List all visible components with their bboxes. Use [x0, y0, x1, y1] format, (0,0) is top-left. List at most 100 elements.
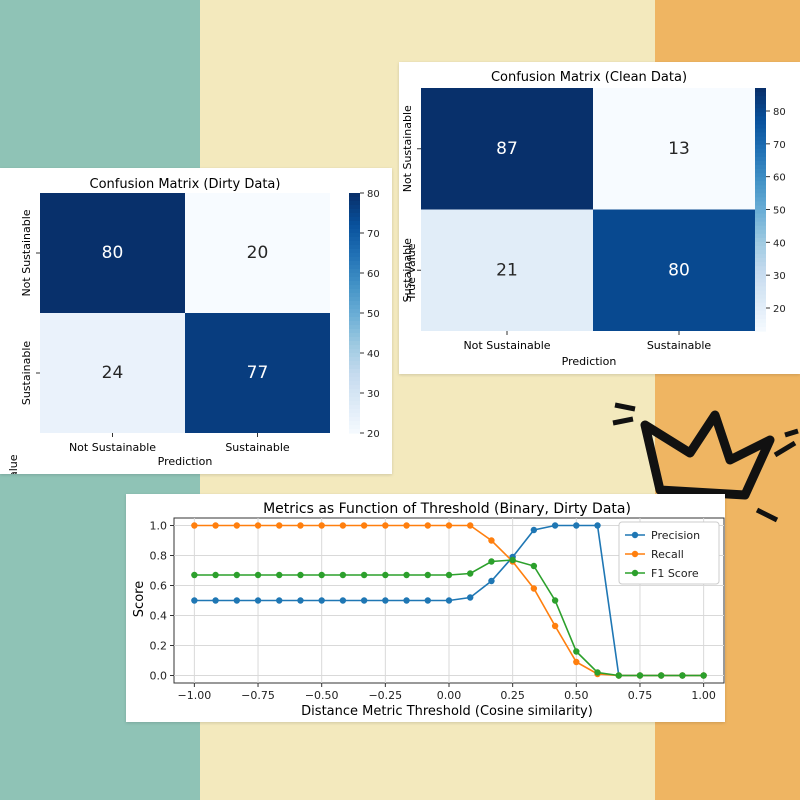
colorbar-segment — [755, 245, 766, 251]
colorbar-segment — [755, 229, 766, 235]
y-tick-label: 0.0 — [150, 670, 168, 683]
colorbar-segment — [755, 92, 766, 97]
data-point — [339, 597, 347, 604]
chart-title: Confusion Matrix (Clean Data) — [491, 70, 687, 85]
colorbar-segment — [349, 409, 360, 414]
data-point — [276, 522, 283, 529]
colorbar-segment — [755, 306, 766, 312]
colorbar-segment — [349, 397, 360, 402]
data-point — [276, 571, 283, 579]
colorbar-segment — [755, 173, 766, 178]
data-point — [594, 522, 601, 529]
cell-1-1 — [185, 313, 330, 433]
colorbar-segment — [755, 254, 766, 259]
data-point — [360, 571, 368, 579]
colorbar-segment — [755, 326, 766, 332]
colorbar-segment — [349, 245, 360, 250]
data-point — [530, 562, 538, 570]
colorbar-segment — [349, 369, 360, 374]
y-axis-label: True Value — [405, 243, 418, 301]
data-point — [573, 658, 580, 666]
x-tick-label: 0.00 — [437, 689, 462, 702]
colorbar-segment — [755, 148, 766, 154]
x-tick-label-1: Sustainable — [225, 441, 290, 454]
colorbar-segment — [349, 345, 360, 350]
colorbar-segment — [755, 322, 766, 328]
colorbar-segment — [755, 213, 766, 219]
colorbar-segment — [755, 250, 766, 255]
confusion-matrix-clean-chart: Confusion Matrix (Clean Data) Prediction… — [401, 70, 786, 368]
colorbar-tick-label: 80 — [773, 107, 786, 118]
x-tick-label: −0.50 — [305, 689, 339, 702]
legend: Precision Recall F1 Score — [618, 521, 720, 585]
colorbar-segment — [349, 389, 360, 394]
y-tick-label: 0.2 — [150, 640, 168, 653]
data-point — [212, 571, 219, 579]
cell-0-1 — [185, 193, 330, 313]
colorbar-segment — [755, 282, 766, 288]
colorbar-tick-label: 30 — [367, 389, 380, 400]
colorbar-segment — [349, 261, 360, 266]
data-point — [424, 571, 431, 579]
colorbar-segment — [755, 241, 766, 247]
legend-swatch-marker — [631, 550, 639, 558]
colorbar-segment — [349, 281, 360, 286]
colorbar-segment — [349, 297, 360, 302]
colorbar-tick-label: 70 — [773, 140, 786, 151]
data-point — [445, 522, 453, 529]
legend-label: Recall — [651, 548, 684, 561]
data-point — [318, 522, 325, 529]
y-tick-label: 0.6 — [150, 580, 168, 593]
cell-0-1 — [593, 88, 765, 210]
colorbar-segment — [349, 293, 360, 298]
colorbar-segment — [349, 213, 360, 218]
colorbar-segment — [349, 277, 360, 282]
y-tick-label: 0.4 — [150, 610, 168, 623]
colorbar: 20 30 40 50 60 70 80 — [349, 189, 380, 440]
data-point — [551, 622, 559, 630]
colorbar-segment — [349, 401, 360, 406]
colorbar-segment — [755, 132, 766, 138]
data-point — [191, 522, 198, 529]
y-tick-label-0: Not Sustainable — [401, 105, 414, 192]
colorbar-segment — [349, 209, 360, 214]
colorbar-segment — [349, 417, 360, 422]
colorbar-segment — [755, 164, 766, 170]
y-tick-label-1: Sustainable — [401, 238, 414, 303]
colorbar-segment — [349, 385, 360, 390]
colorbar-segment — [349, 285, 360, 290]
data-point — [700, 672, 707, 679]
colorbar-segment — [349, 421, 360, 426]
data-point — [233, 571, 241, 579]
colorbar-segment — [349, 393, 360, 398]
y-tick-label-1: Sustainable — [20, 341, 33, 406]
data-point — [382, 522, 389, 529]
colorbar-segment — [349, 229, 360, 234]
colorbar-tick-label: 40 — [367, 349, 380, 360]
colorbar-segment — [349, 337, 360, 342]
data-point — [488, 558, 495, 565]
x-axis-label: Prediction — [158, 455, 213, 468]
colorbar-segment — [349, 341, 360, 346]
colorbar-segment — [755, 266, 766, 271]
data-point — [382, 597, 389, 604]
legend-swatch-marker — [631, 569, 639, 577]
data-point — [318, 571, 325, 579]
colorbar-tick-label: 30 — [773, 271, 786, 282]
data-point — [530, 585, 538, 592]
cell-label-0-0: 80 — [102, 243, 124, 263]
x-tick-label-0: Not Sustainable — [463, 339, 550, 352]
data-point — [254, 522, 262, 529]
x-tick-label: 1.00 — [691, 689, 716, 702]
colorbar-segment — [349, 201, 360, 206]
colorbar-segment — [755, 193, 766, 198]
colorbar-segment — [755, 286, 766, 292]
data-point — [657, 672, 665, 679]
data-point — [467, 570, 474, 577]
y-ticks: 0.0 0.2 0.4 0.6 0.8 1.0 — [150, 520, 174, 683]
colorbar-segment — [755, 100, 766, 105]
colorbar-segment — [349, 309, 360, 314]
colorbar-segment — [755, 302, 766, 308]
data-point — [488, 537, 495, 544]
data-point — [509, 556, 516, 564]
